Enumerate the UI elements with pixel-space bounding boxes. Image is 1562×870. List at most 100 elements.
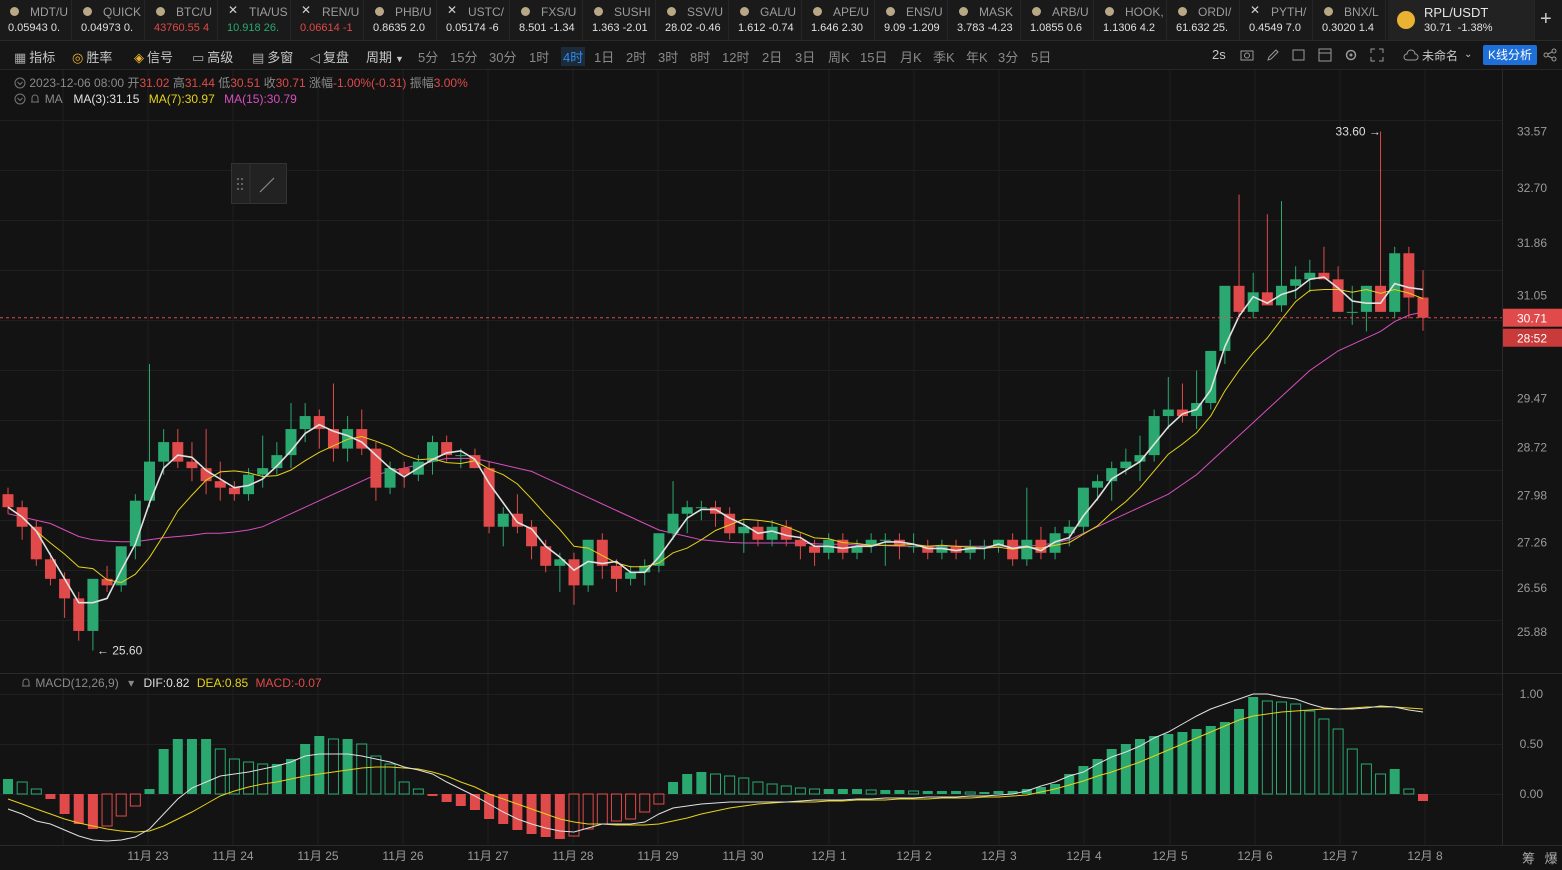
period-18[interactable]: 5日 xyxy=(1031,50,1052,65)
ticker-1[interactable]: QUICK 0.04973 0. xyxy=(73,0,145,40)
ticker-2[interactable]: BTC/U 43760.55 4 xyxy=(146,0,218,40)
toolbar-winrate[interactable]: ◎ 胜率 xyxy=(72,50,113,65)
add-ticker-button[interactable]: + xyxy=(1540,8,1552,30)
candle[interactable] xyxy=(1290,279,1302,286)
period-4[interactable]: 4时 xyxy=(561,47,586,66)
candle[interactable] xyxy=(144,461,155,501)
candle[interactable] xyxy=(540,546,552,566)
candle[interactable] xyxy=(667,513,679,534)
candle[interactable] xyxy=(356,429,368,449)
candle[interactable] xyxy=(1106,468,1118,482)
candle[interactable] xyxy=(158,442,170,462)
candle[interactable] xyxy=(780,526,792,540)
period-9[interactable]: 12时 xyxy=(722,50,750,65)
window-icon[interactable] xyxy=(1292,48,1306,62)
candle[interactable] xyxy=(1389,253,1401,312)
ticker-13[interactable]: MASK 3.783 -4.23 xyxy=(949,0,1021,40)
candle[interactable] xyxy=(865,539,877,547)
candle[interactable] xyxy=(370,448,382,488)
candle[interactable] xyxy=(186,461,198,469)
toolbar-signal[interactable]: ◈ 信号 xyxy=(134,50,174,65)
ticker-11[interactable]: APE/U 1.646 2.30 xyxy=(803,0,875,40)
candle[interactable] xyxy=(724,513,736,534)
candle[interactable] xyxy=(87,578,99,631)
ticker-16[interactable]: ORDI/61.632 25. xyxy=(1168,0,1240,40)
candle[interactable] xyxy=(441,442,453,456)
candle[interactable] xyxy=(427,442,438,462)
ticker-4[interactable]: ✕ REN/U 0.06614 -1 xyxy=(292,0,364,40)
close-icon[interactable]: ✕ xyxy=(447,3,458,17)
collapse-icon[interactable] xyxy=(14,77,26,89)
refresh-interval[interactable]: 2s xyxy=(1212,47,1226,62)
bell-icon[interactable] xyxy=(29,93,41,105)
candle[interactable] xyxy=(398,468,410,475)
toolbar-multiwindow[interactable]: ▤ 多窗 xyxy=(252,50,294,65)
candle[interactable] xyxy=(1049,533,1061,553)
candle[interactable] xyxy=(625,572,637,579)
ticker-15[interactable]: HOOK, 1.1306 4.2 xyxy=(1095,0,1167,40)
ticker-8[interactable]: SUSHI 1.363 -2.01 xyxy=(584,0,656,40)
candle[interactable] xyxy=(1162,409,1174,417)
drawing-float-panel[interactable] xyxy=(231,163,287,204)
period-7[interactable]: 3时 xyxy=(658,50,679,65)
candle[interactable] xyxy=(1304,272,1316,280)
active-ticker[interactable]: RPL/USDT 30.71 -1.38% xyxy=(1388,0,1535,40)
candlestick-chart[interactable]: 33.60 → ← 25.60 33.57 32.70 31.86 31.05 29.47 2… xyxy=(0,70,1562,870)
candle[interactable] xyxy=(271,455,283,469)
period-12[interactable]: 周K xyxy=(828,50,850,65)
candle[interactable] xyxy=(384,468,396,488)
ticker-18[interactable]: BNX/L 0.3020 1.4 xyxy=(1314,0,1386,40)
candle[interactable] xyxy=(1276,285,1287,306)
template-icon[interactable] xyxy=(1318,48,1332,62)
candle[interactable] xyxy=(964,546,976,553)
candle[interactable] xyxy=(115,546,127,586)
candle[interactable] xyxy=(44,559,56,579)
toolbar-indicator[interactable]: ▦ 指标 xyxy=(14,50,56,65)
candle[interactable] xyxy=(1247,292,1259,312)
period-13[interactable]: 15日 xyxy=(860,50,888,65)
ticker-3[interactable]: ✕ TIA/US 10.918 26. xyxy=(219,0,291,40)
ticker-5[interactable]: PHB/U 0.8635 2.0 xyxy=(365,0,437,40)
candle[interactable] xyxy=(1346,311,1358,313)
candle[interactable] xyxy=(582,539,594,586)
period-8[interactable]: 8时 xyxy=(690,50,711,65)
ticker-9[interactable]: SSV/U 28.02 -0.46 xyxy=(657,0,729,40)
candle[interactable] xyxy=(993,539,1004,547)
ticker-6[interactable]: ✕ USTC/0.05174 -6 xyxy=(438,0,510,40)
candle[interactable] xyxy=(809,546,821,553)
candle[interactable] xyxy=(639,565,651,573)
candle[interactable] xyxy=(228,487,240,495)
ticker-7[interactable]: FXS/U 8.501 -1.34 xyxy=(511,0,583,40)
ticker-17[interactable]: ✕ PYTH/0.4549 7.0 xyxy=(1241,0,1313,40)
candle[interactable] xyxy=(1403,253,1415,298)
candle[interactable] xyxy=(922,546,934,553)
candle[interactable] xyxy=(257,468,269,475)
layout-name[interactable]: 未命名 xyxy=(1422,49,1459,63)
ticker-12[interactable]: ENS/U 9.09 -1.209 xyxy=(876,0,948,40)
candle[interactable] xyxy=(1332,279,1344,312)
candle[interactable] xyxy=(879,539,891,541)
candle[interactable] xyxy=(1219,285,1231,351)
candle[interactable] xyxy=(837,539,849,553)
period-10[interactable]: 2日 xyxy=(762,50,783,65)
close-icon[interactable]: ✕ xyxy=(301,3,312,17)
candle[interactable] xyxy=(327,429,339,449)
period-6[interactable]: 2时 xyxy=(626,50,647,65)
close-icon[interactable]: ✕ xyxy=(1250,3,1261,17)
candle[interactable] xyxy=(1077,487,1089,527)
period-3[interactable]: 1时 xyxy=(529,50,550,65)
candle[interactable] xyxy=(1134,455,1146,462)
candle[interactable] xyxy=(172,442,184,462)
candle[interactable] xyxy=(1261,292,1273,306)
period-2[interactable]: 30分 xyxy=(489,50,517,65)
candle[interactable] xyxy=(1176,409,1188,417)
close-icon[interactable]: ✕ xyxy=(228,3,239,17)
candle[interactable] xyxy=(554,559,566,566)
camera-icon[interactable] xyxy=(1240,48,1254,62)
period-16[interactable]: 年K xyxy=(966,50,988,65)
period-11[interactable]: 3日 xyxy=(795,50,816,65)
period-5[interactable]: 1日 xyxy=(594,50,615,65)
ticker-14[interactable]: ARB/U 1.0855 0.6 xyxy=(1022,0,1094,40)
period-14[interactable]: 月K xyxy=(900,50,922,65)
candle[interactable] xyxy=(200,468,212,482)
